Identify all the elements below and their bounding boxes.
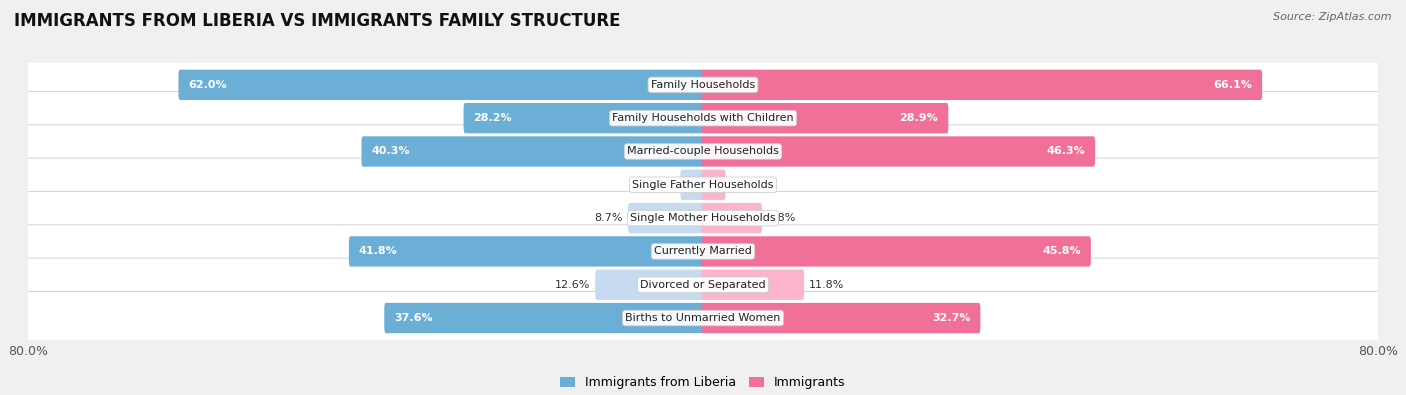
- FancyBboxPatch shape: [349, 236, 704, 267]
- Text: Family Households with Children: Family Households with Children: [612, 113, 794, 123]
- Text: 32.7%: 32.7%: [932, 313, 970, 323]
- Text: 46.3%: 46.3%: [1046, 147, 1085, 156]
- Text: 66.1%: 66.1%: [1213, 80, 1253, 90]
- FancyBboxPatch shape: [702, 103, 948, 134]
- FancyBboxPatch shape: [702, 203, 762, 233]
- Text: 45.8%: 45.8%: [1042, 246, 1081, 256]
- Text: 6.8%: 6.8%: [768, 213, 796, 223]
- Text: 40.3%: 40.3%: [371, 147, 411, 156]
- FancyBboxPatch shape: [25, 125, 1381, 178]
- FancyBboxPatch shape: [595, 269, 704, 300]
- FancyBboxPatch shape: [702, 303, 980, 333]
- Text: Single Mother Households: Single Mother Households: [630, 213, 776, 223]
- Text: Married-couple Households: Married-couple Households: [627, 147, 779, 156]
- Text: 37.6%: 37.6%: [394, 313, 433, 323]
- FancyBboxPatch shape: [25, 292, 1381, 345]
- FancyBboxPatch shape: [702, 169, 725, 200]
- FancyBboxPatch shape: [25, 192, 1381, 245]
- Text: Family Households: Family Households: [651, 80, 755, 90]
- FancyBboxPatch shape: [702, 136, 1095, 167]
- Text: Divorced or Separated: Divorced or Separated: [640, 280, 766, 290]
- FancyBboxPatch shape: [25, 92, 1381, 145]
- FancyBboxPatch shape: [702, 269, 804, 300]
- FancyBboxPatch shape: [361, 136, 704, 167]
- Text: 62.0%: 62.0%: [188, 80, 226, 90]
- FancyBboxPatch shape: [25, 258, 1381, 311]
- FancyBboxPatch shape: [681, 169, 704, 200]
- Text: Currently Married: Currently Married: [654, 246, 752, 256]
- Legend: Immigrants from Liberia, Immigrants: Immigrants from Liberia, Immigrants: [555, 371, 851, 394]
- FancyBboxPatch shape: [384, 303, 704, 333]
- Text: Single Father Households: Single Father Households: [633, 180, 773, 190]
- FancyBboxPatch shape: [25, 225, 1381, 278]
- Text: 2.5%: 2.5%: [731, 180, 759, 190]
- FancyBboxPatch shape: [702, 236, 1091, 267]
- FancyBboxPatch shape: [25, 158, 1381, 211]
- Text: 28.9%: 28.9%: [900, 113, 938, 123]
- FancyBboxPatch shape: [464, 103, 704, 134]
- Text: 2.5%: 2.5%: [647, 180, 675, 190]
- FancyBboxPatch shape: [702, 70, 1263, 100]
- Text: Births to Unmarried Women: Births to Unmarried Women: [626, 313, 780, 323]
- Text: 11.8%: 11.8%: [810, 280, 845, 290]
- Text: Source: ZipAtlas.com: Source: ZipAtlas.com: [1274, 12, 1392, 22]
- FancyBboxPatch shape: [179, 70, 704, 100]
- Text: 12.6%: 12.6%: [554, 280, 591, 290]
- FancyBboxPatch shape: [25, 58, 1381, 111]
- Text: 28.2%: 28.2%: [474, 113, 512, 123]
- Text: 41.8%: 41.8%: [359, 246, 398, 256]
- Text: IMMIGRANTS FROM LIBERIA VS IMMIGRANTS FAMILY STRUCTURE: IMMIGRANTS FROM LIBERIA VS IMMIGRANTS FA…: [14, 12, 620, 30]
- Text: 8.7%: 8.7%: [595, 213, 623, 223]
- FancyBboxPatch shape: [628, 203, 704, 233]
